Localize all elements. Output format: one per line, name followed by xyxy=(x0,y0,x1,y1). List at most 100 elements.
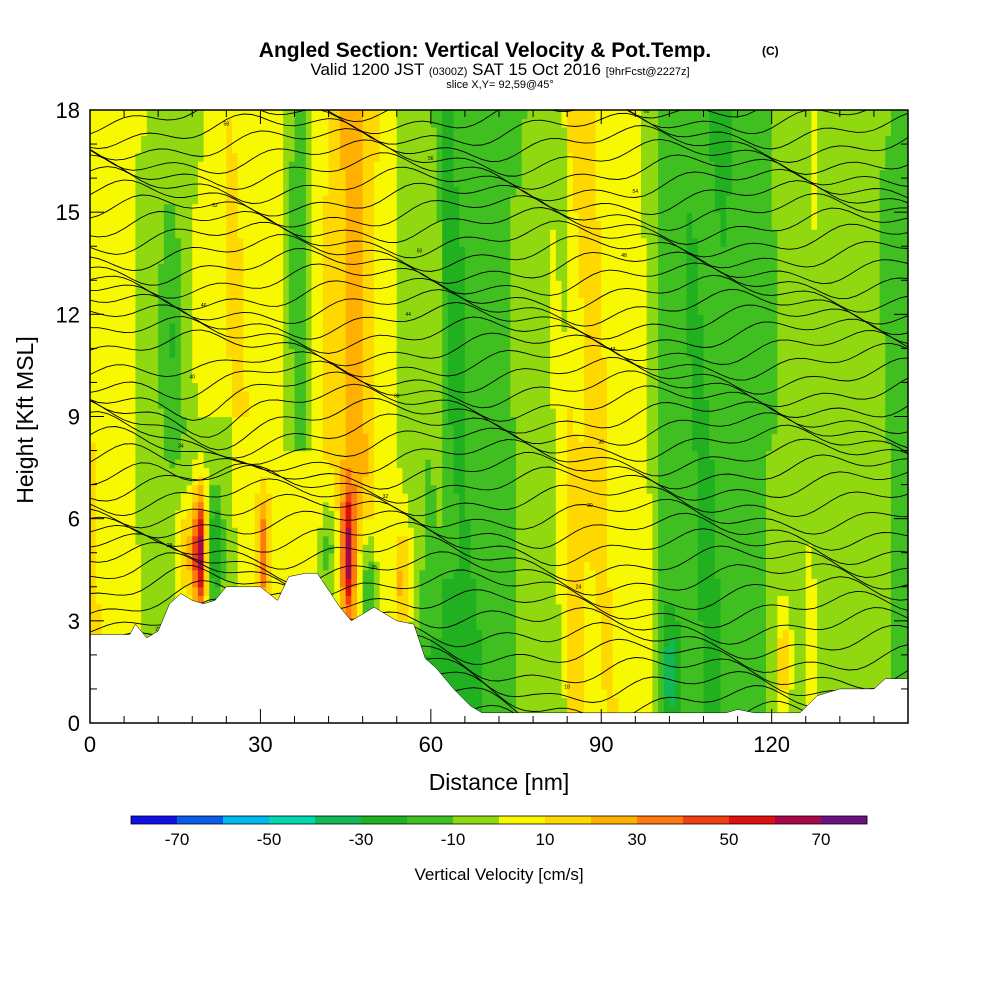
velocity-cell xyxy=(396,203,404,213)
velocity-cell xyxy=(118,127,125,137)
velocity-cell xyxy=(436,425,443,435)
velocity-cell xyxy=(283,220,290,230)
velocity-cell xyxy=(419,390,426,401)
velocity-cell xyxy=(288,527,296,537)
velocity-cell xyxy=(283,305,290,315)
velocity-cell xyxy=(169,527,176,537)
velocity-cell xyxy=(112,152,119,162)
velocity-cell xyxy=(112,493,119,503)
velocity-cell xyxy=(243,169,250,179)
velocity-cell xyxy=(283,203,290,213)
velocity-cell xyxy=(232,339,239,349)
velocity-cell xyxy=(146,552,154,562)
velocity-cell xyxy=(419,212,426,222)
velocity-cell xyxy=(391,527,398,537)
velocity-cell xyxy=(283,263,290,273)
velocity-cell xyxy=(436,186,443,196)
velocity-cell xyxy=(391,118,398,128)
velocity-cell xyxy=(118,135,125,145)
velocity-cell xyxy=(243,493,250,503)
velocity-cell xyxy=(288,246,296,256)
velocity-cell xyxy=(232,271,239,281)
velocity-cell xyxy=(260,407,267,418)
velocity-cell xyxy=(135,467,142,477)
velocity-cell xyxy=(283,416,290,426)
velocity-cell xyxy=(374,561,381,571)
velocity-cell xyxy=(459,348,466,358)
velocity-cell xyxy=(146,195,154,205)
velocity-cell xyxy=(430,586,438,596)
velocity-cell xyxy=(476,467,483,477)
velocity-cell xyxy=(311,552,318,562)
velocity-cell xyxy=(112,476,119,486)
velocity-cell xyxy=(180,399,188,409)
velocity-cell xyxy=(141,203,148,213)
velocity-cell xyxy=(107,399,114,409)
velocity-cell xyxy=(436,654,443,664)
velocity-cell xyxy=(334,578,341,588)
velocity-cell xyxy=(158,484,165,494)
velocity-cell xyxy=(158,586,165,596)
velocity-cell xyxy=(220,229,227,239)
velocity-cell xyxy=(163,510,171,520)
velocity-cell xyxy=(186,382,193,392)
velocity-cell xyxy=(481,578,489,588)
velocity-cell xyxy=(260,169,267,179)
velocity-cell xyxy=(470,365,477,375)
velocity-cell xyxy=(186,212,193,222)
velocity-cell xyxy=(356,552,364,562)
velocity-cell xyxy=(470,263,477,273)
velocity-cell xyxy=(203,467,210,477)
velocity-cell xyxy=(152,110,159,120)
velocity-cell xyxy=(254,314,262,324)
velocity-cell xyxy=(186,195,193,205)
velocity-cell xyxy=(197,399,205,409)
velocity-cell xyxy=(334,271,341,281)
velocity-cell xyxy=(101,544,108,554)
velocity-cell xyxy=(192,271,199,281)
velocity-cell xyxy=(368,254,375,264)
velocity-cell xyxy=(328,297,335,307)
velocity-cell xyxy=(220,399,227,409)
velocity-cell xyxy=(203,331,210,341)
velocity-cell xyxy=(249,169,256,179)
velocity-cell xyxy=(300,484,307,494)
velocity-cell xyxy=(226,322,233,332)
velocity-cell xyxy=(266,399,273,409)
velocity-cell xyxy=(158,382,165,392)
velocity-cell xyxy=(470,459,477,469)
velocity-cell xyxy=(220,339,227,349)
velocity-cell xyxy=(396,305,404,315)
velocity-cell xyxy=(374,152,381,162)
velocity-cell xyxy=(209,373,216,384)
velocity-cell xyxy=(464,671,472,682)
velocity-cell xyxy=(476,493,483,503)
velocity-cell xyxy=(351,135,358,145)
velocity-cell xyxy=(419,110,426,120)
velocity-cell xyxy=(425,348,432,358)
velocity-cell xyxy=(232,373,239,384)
velocity-cell xyxy=(175,544,182,554)
velocity-cell xyxy=(175,152,182,162)
velocity-cell xyxy=(226,518,233,528)
velocity-cell xyxy=(442,552,449,562)
velocity-cell xyxy=(402,118,409,128)
velocity-cell xyxy=(163,178,171,188)
velocity-cell xyxy=(163,484,171,494)
velocity-cell xyxy=(141,459,148,469)
velocity-cell xyxy=(391,161,398,171)
velocity-cell xyxy=(464,527,472,537)
velocity-cell xyxy=(180,135,188,145)
velocity-cell xyxy=(118,110,125,120)
velocity-cell xyxy=(107,203,114,213)
velocity-cell xyxy=(385,305,392,315)
velocity-cell xyxy=(470,203,477,213)
velocity-cell xyxy=(226,110,233,120)
velocity-cell xyxy=(356,407,364,418)
velocity-cell xyxy=(317,552,324,562)
velocity-cell xyxy=(396,493,404,503)
velocity-cell xyxy=(300,518,307,528)
velocity-cell xyxy=(396,399,404,409)
velocity-cell xyxy=(124,450,131,460)
velocity-cell xyxy=(283,152,290,162)
